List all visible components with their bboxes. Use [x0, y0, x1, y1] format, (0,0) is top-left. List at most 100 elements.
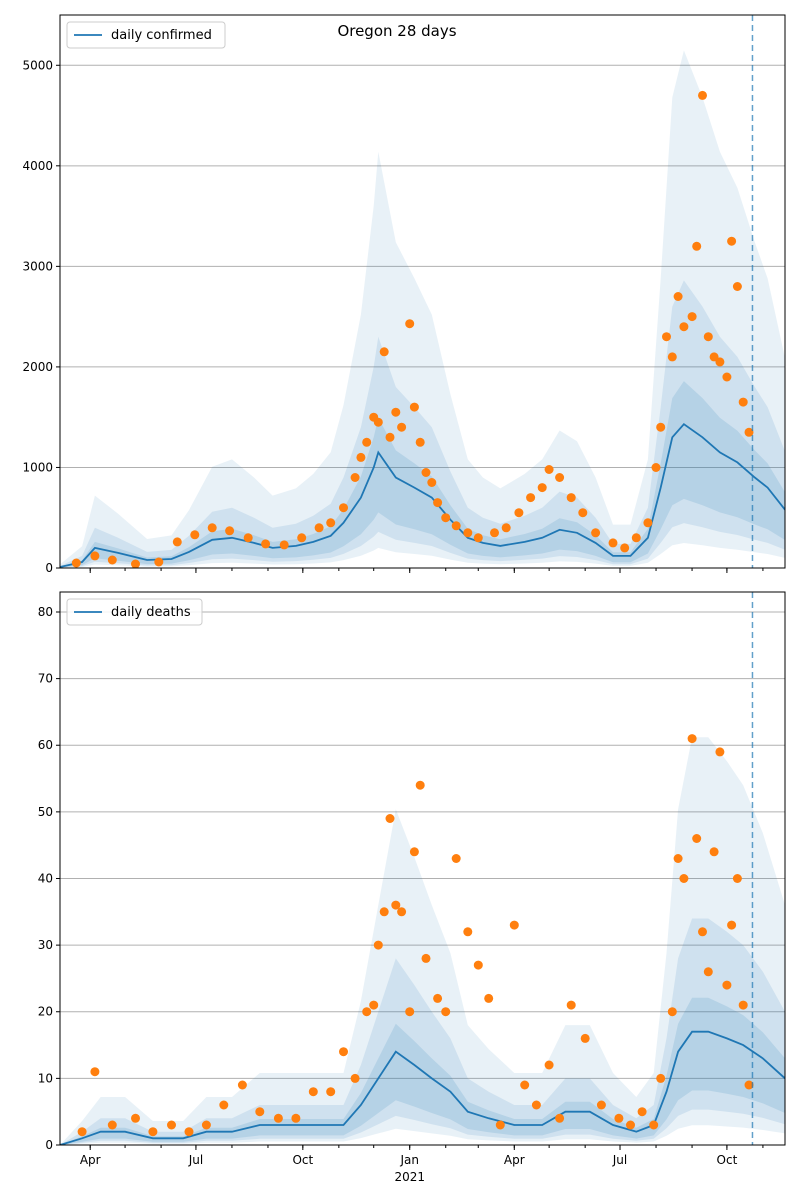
plot-area [60, 15, 785, 568]
deaths-chart-panel: 0 10 20 30 40 50 60 70 80 Apr Jul Oct Jan Apr Jul Oct 20… [38, 591, 786, 1184]
observed-point [463, 528, 473, 538]
observed-point [409, 402, 419, 412]
legend-box [66, 21, 226, 49]
observed-point [643, 518, 653, 528]
observed-point [715, 747, 725, 757]
observed-point [190, 530, 200, 540]
observed-point [484, 993, 494, 1003]
observed-point [566, 493, 576, 503]
observed-point [391, 407, 401, 417]
observed-point [709, 847, 719, 857]
observed-point [261, 539, 271, 549]
observed-point [649, 1120, 659, 1130]
observed-point [379, 907, 389, 917]
y-tick-label: 5000 [22, 58, 53, 72]
legend-label: daily deaths [111, 605, 191, 620]
series-line-daily-confirmed [60, 423, 785, 568]
y-tick-label: 60 [38, 738, 53, 752]
observed-point [662, 332, 671, 342]
y-tick-label: 70 [38, 672, 53, 686]
observed-point [526, 493, 536, 503]
x-tick-label: Apr [504, 1153, 525, 1167]
confirmed-chart-panel: 0 1000 2000 3000 4000 5000 daily confirmed [22, 14, 786, 575]
observed-point [350, 473, 360, 482]
observed-point [537, 483, 547, 493]
observed-point [184, 1127, 194, 1137]
observed-point [107, 555, 117, 565]
observed-point [339, 503, 348, 513]
observed-point [433, 993, 443, 1003]
observed-point [219, 1100, 229, 1110]
observed-point [687, 312, 697, 322]
observed-point [596, 1100, 606, 1110]
observed-point [225, 526, 235, 536]
observed-point [362, 437, 372, 447]
observed-point [679, 322, 689, 332]
observed-point [339, 1047, 348, 1057]
observed-point [131, 1113, 140, 1123]
observed-point [397, 422, 407, 432]
x-year-label: 2021 [394, 1170, 425, 1184]
observed-point [614, 1113, 624, 1123]
observed-point [495, 1120, 505, 1130]
observed-point [385, 814, 395, 823]
observed-point [578, 508, 588, 518]
uncertainty-band-1 [60, 50, 785, 568]
observed-point [744, 427, 754, 437]
observed-point [744, 1080, 754, 1090]
observed-point [405, 1007, 415, 1017]
observed-point [385, 432, 395, 442]
observed-point [698, 90, 707, 100]
observed-point [722, 372, 732, 382]
observed-point [369, 1000, 379, 1010]
observed-point [90, 1067, 100, 1077]
observed-point [441, 1007, 451, 1017]
observed-point [356, 452, 366, 462]
observed-point [131, 559, 140, 568]
y-tick-label: 4000 [22, 159, 53, 173]
observed-point [415, 780, 425, 790]
y-tick-label: 3000 [22, 259, 53, 273]
observed-point [732, 282, 742, 291]
observed-point [555, 473, 565, 482]
observed-point [687, 734, 697, 744]
uncertainty-band-2 [60, 280, 785, 568]
observed-point [451, 521, 461, 531]
y-tick-label: 40 [38, 871, 53, 885]
y-tick-label: 20 [38, 1005, 53, 1019]
observed-point [626, 1120, 635, 1130]
observed-point [405, 319, 415, 329]
y-tick-label: 80 [38, 605, 53, 619]
observed-point [427, 478, 437, 487]
observed-point [738, 397, 748, 407]
observed-point [520, 1080, 530, 1090]
observed-point [77, 1127, 87, 1137]
observed-point [679, 874, 689, 883]
uncertainty-band-1 [60, 737, 785, 1145]
observed-point [727, 920, 737, 930]
observed-point [255, 1107, 265, 1117]
observed-point [201, 1120, 211, 1130]
observed-point [415, 437, 425, 447]
observed-point [273, 1113, 283, 1123]
observed-point [656, 422, 666, 432]
observed-point [580, 1033, 590, 1043]
observed-point [421, 468, 431, 477]
observed-point [732, 874, 742, 883]
legend: daily deaths [66, 598, 203, 626]
observed-point [433, 498, 443, 508]
x-tick-label: Jul [188, 1153, 203, 1167]
x-tick-label: Oct [292, 1153, 313, 1167]
observed-point [667, 352, 677, 362]
observed-point [620, 543, 630, 553]
observed-point [637, 1107, 647, 1117]
observed-point [463, 927, 473, 937]
y-tick-label: 50 [38, 805, 53, 819]
observed-point [172, 537, 182, 547]
y-tick-label: 30 [38, 938, 53, 952]
observed-point [692, 834, 702, 843]
observed-point [391, 900, 401, 910]
observed-point [473, 960, 483, 970]
observed-point [692, 241, 702, 251]
